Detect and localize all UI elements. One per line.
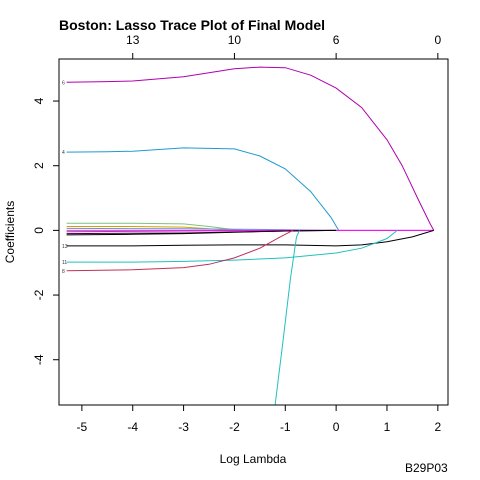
x-tick-label: 0 (333, 420, 340, 434)
curve-label: 6 (62, 80, 65, 86)
coefficient-line (66, 229, 434, 247)
x-axis: -5 -4 -3 -2 -1 0 1 2 (77, 404, 441, 434)
curve-label: 13 (62, 244, 68, 250)
coefficient-line (66, 229, 294, 272)
coefficient-line (274, 230, 300, 406)
x-tick-label: -1 (280, 420, 291, 434)
curve-label: 11 (62, 260, 67, 266)
top-tick-label: 6 (333, 33, 340, 47)
y-axis: -4 -2 0 2 4 (32, 97, 60, 365)
x-tick-label: -3 (178, 420, 189, 434)
curve-label: 4 (62, 150, 65, 156)
y-tick-label: -2 (32, 289, 46, 300)
coefficient-line (66, 230, 398, 263)
corner-note: B29P03 (405, 461, 448, 475)
x-tick-label: -2 (229, 420, 240, 434)
coefficient-line (66, 229, 434, 233)
coefficient-line (66, 222, 245, 231)
y-tick-label: 4 (32, 97, 46, 104)
coefficient-curves (66, 66, 435, 406)
y-tick-label: 0 (32, 227, 46, 234)
curve-labels: 6 4 13 11 8 (62, 80, 68, 275)
coefficient-line (66, 229, 337, 236)
top-axis: 13 10 6 0 (126, 33, 441, 60)
coefficient-line (66, 66, 435, 231)
plot-frame (58, 58, 449, 406)
x-axis-label: Log Lambda (220, 452, 287, 466)
curve-label: 8 (62, 269, 65, 275)
y-tick-label: 2 (32, 162, 46, 169)
top-tick-label: 13 (126, 33, 140, 47)
top-tick-label: 10 (228, 33, 242, 47)
top-tick-label: 0 (434, 33, 441, 47)
y-tick-label: -4 (32, 354, 46, 365)
chart-title: Boston: Lasso Trace Plot of Final Model (59, 17, 325, 33)
x-tick-label: 2 (434, 420, 441, 434)
x-tick-label: -5 (77, 420, 88, 434)
y-axis-label: Coefficients (3, 201, 17, 263)
x-tick-label: -4 (127, 420, 138, 434)
coefficient-line (66, 147, 340, 231)
x-tick-label: 1 (384, 420, 391, 434)
